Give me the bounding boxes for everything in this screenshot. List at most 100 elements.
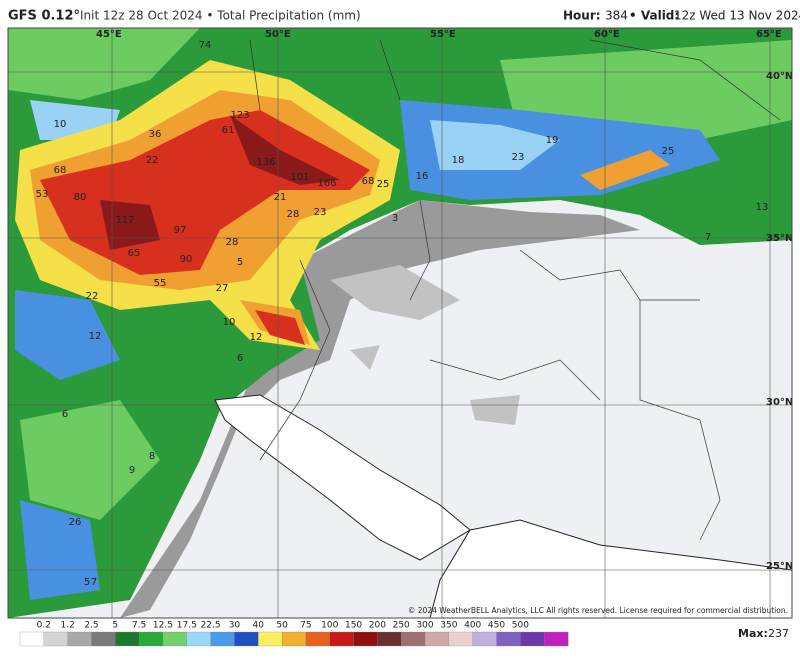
max: 237	[768, 627, 789, 640]
graticule-label: 60°E	[594, 29, 620, 40]
map-value: 65	[128, 248, 141, 259]
map-value: 18	[452, 155, 465, 166]
colorbar-label: 450	[488, 621, 505, 631]
graticule-label: 50°E	[265, 29, 291, 40]
map-value: 13	[756, 202, 769, 213]
map-value: 23	[314, 207, 327, 218]
map-value: 117	[115, 215, 134, 226]
map-value: 9	[129, 465, 135, 476]
colorbar-label: 50	[276, 621, 288, 631]
graticule-label: 30°N	[766, 397, 793, 408]
colorbar-swatch	[424, 631, 450, 647]
colorbar-swatch	[281, 631, 307, 647]
map-value: 21	[274, 192, 287, 203]
model: GFS 0.12°	[8, 9, 80, 24]
map-value: 136	[256, 157, 275, 168]
map-value: 10	[54, 119, 67, 130]
colorbar-swatch	[305, 631, 331, 647]
graticule-label: 25°N	[766, 561, 793, 572]
map-value: 27	[216, 283, 229, 294]
colorbar-swatch	[162, 631, 188, 647]
map-value: 68	[362, 176, 375, 187]
colorbar-label: 250	[393, 621, 410, 631]
copyright: © 2024 WeatherBELL Analytics, LLC All ri…	[408, 606, 788, 615]
colorbar-label: 30	[229, 621, 241, 631]
map-value: 5	[237, 257, 243, 268]
map-value: 28	[287, 209, 300, 220]
colorbar-label: 100	[321, 621, 338, 631]
map-value: 3	[392, 213, 398, 224]
colorbar-swatch	[115, 631, 140, 647]
dark-red-area	[100, 115, 340, 250]
colorbar-label: 200	[369, 621, 386, 631]
persian-gulf	[214, 394, 471, 561]
map-value: 7	[91, 577, 97, 588]
colorbar-label: 17.5	[177, 621, 197, 631]
map-value: 55	[154, 278, 167, 289]
map-value: 8	[149, 451, 155, 462]
borders	[249, 39, 781, 541]
grey-area	[330, 265, 520, 425]
colorbar-swatch	[401, 631, 426, 647]
colorbar-swatch	[329, 631, 355, 647]
colorbar-label: 0.2	[37, 621, 51, 631]
graticule-label: 45°E	[96, 29, 122, 40]
colorbar-swatch	[67, 631, 92, 647]
map-value: 10	[223, 317, 236, 328]
colorbar-label: 12.5	[153, 621, 173, 631]
map-value: 12	[250, 332, 263, 343]
colorbar-swatch	[19, 631, 45, 647]
map-value: 28	[226, 237, 239, 248]
colorbar-label: 350	[440, 621, 457, 631]
colorbar-swatch	[91, 631, 116, 647]
colorbar-label: 500	[512, 621, 529, 631]
map-value: 61	[222, 125, 235, 136]
graticule-label: 55°E	[430, 29, 456, 40]
colorbar-swatch	[258, 631, 283, 647]
map-value: 74	[199, 40, 212, 51]
gulf-of-oman	[429, 519, 792, 618]
title: Init 12z 28 Oct 2024 • Total Precipitati…	[80, 9, 361, 23]
map-value: 16	[416, 171, 429, 182]
colorbar-swatch	[234, 631, 259, 647]
map-value: 19	[546, 135, 559, 146]
colorbar-label: 40	[253, 621, 265, 631]
graticule-lines	[8, 28, 792, 618]
map-value: 12	[89, 331, 102, 342]
colorbar-swatch	[448, 631, 474, 647]
map-value: 22	[86, 291, 99, 302]
map-value: 23	[512, 152, 525, 163]
colorbar-swatch	[43, 631, 69, 647]
graticule-label: 40°N	[766, 71, 793, 82]
map-value: 7	[705, 232, 711, 243]
map-value: 101	[290, 172, 309, 183]
map-value: 6	[62, 409, 68, 420]
map-frame	[7, 27, 793, 619]
map-value: 25	[377, 179, 390, 190]
colorbar-swatch	[186, 631, 212, 647]
light-blue-area	[30, 100, 560, 170]
map-value: 53	[36, 189, 49, 200]
colorbar-label: 7.5	[132, 621, 146, 631]
colorbar-swatch	[210, 631, 235, 647]
blue-area	[15, 100, 720, 600]
hour-label: Hour:	[563, 9, 601, 23]
map-value: 6	[237, 353, 243, 364]
colorbar-swatch	[544, 631, 569, 647]
map-value: 25	[662, 146, 675, 157]
graticule-label: 65°E	[756, 29, 782, 40]
colorbar-swatch	[520, 631, 545, 647]
colorbar-label: 400	[464, 621, 481, 631]
light-green-area	[8, 28, 792, 520]
valid-label: • Valid:	[629, 9, 679, 23]
colorbar-swatch	[138, 631, 164, 647]
map-value: 123	[230, 110, 249, 121]
map-value: 36	[149, 129, 162, 140]
colorbar-swatch	[472, 631, 497, 647]
colorbar-label: 2.5	[84, 621, 98, 631]
hour: 384	[605, 9, 628, 23]
colorbar-label: 300	[416, 621, 433, 631]
colorbar-label: 75	[300, 621, 311, 631]
map-value: 5	[84, 577, 90, 588]
